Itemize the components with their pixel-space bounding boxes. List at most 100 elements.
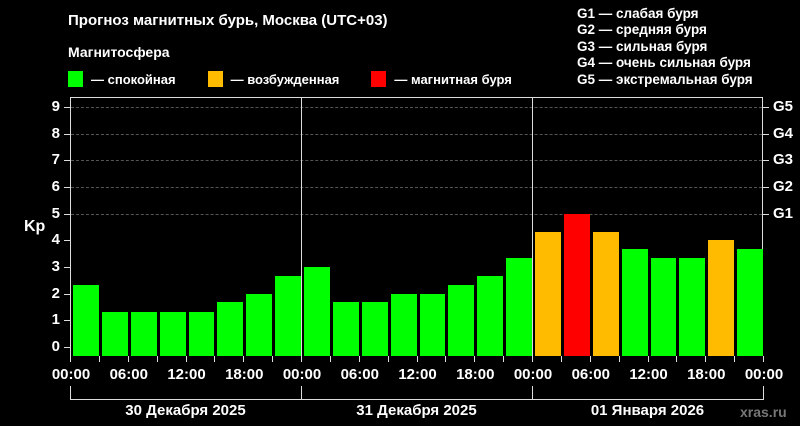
date-label: 31 Декабря 2025 [356, 402, 477, 419]
legend-label: — возбужденная [230, 71, 340, 87]
x-tick [560, 356, 562, 362]
gridline [71, 133, 762, 135]
x-tick-label: 06:00 [109, 366, 148, 383]
g-tick-label: G4 [773, 124, 794, 142]
green-swatch-icon [68, 71, 83, 87]
bar-quiet [419, 293, 446, 356]
legend-label: — спокойная [91, 71, 176, 87]
x-tick [358, 356, 360, 362]
g-tick-label: G2 [773, 178, 794, 195]
gridline [71, 187, 762, 188]
x-tick [763, 356, 764, 362]
bar-quiet [188, 311, 215, 356]
x-tick [98, 356, 100, 362]
x-tick [445, 356, 447, 362]
date-bracket-tick [532, 386, 533, 400]
g-tick [763, 133, 769, 135]
legend-label: — магнитная буря [394, 71, 512, 87]
x-tick [647, 356, 649, 362]
g-tick [763, 187, 769, 188]
bar-quiet [304, 267, 330, 356]
x-tick [705, 356, 707, 362]
bar-active [535, 231, 561, 356]
y-tick-label: 9 [51, 98, 60, 115]
bar-quiet [679, 258, 706, 356]
date-bracket-tick [301, 386, 302, 400]
legend-item-active: — возбужденная [207, 71, 340, 87]
y-tick-label: 2 [51, 284, 60, 302]
g-legend-item: G3 — сильная буря [577, 38, 708, 54]
y-tick-label: 3 [51, 258, 60, 275]
bar-quiet [73, 284, 99, 356]
y-tick-label: 0 [51, 338, 60, 355]
bar-quiet [390, 293, 417, 356]
x-tick-label: 00:00 [51, 366, 91, 383]
y-tick-label: 4 [51, 231, 60, 249]
g-tick [763, 213, 769, 215]
bar-quiet [448, 284, 475, 356]
x-tick-label: 12:00 [629, 366, 668, 383]
x-tick [127, 356, 129, 362]
y-tick [64, 267, 70, 268]
x-tick-label: 12:00 [398, 366, 437, 383]
g-tick-label: G3 [773, 151, 794, 169]
bar-quiet [159, 311, 186, 356]
x-tick [156, 356, 158, 362]
y-tick-label: 7 [51, 151, 60, 169]
x-tick-label: 18:00 [687, 366, 726, 383]
bar-quiet [130, 311, 157, 356]
x-tick-label: 00:00 [744, 366, 784, 383]
chart-title: Прогноз магнитных бурь, Москва (UTC+03) [68, 12, 388, 29]
x-tick [474, 356, 476, 362]
y-tick [64, 160, 70, 162]
x-tick [214, 356, 216, 362]
x-tick [329, 356, 331, 362]
watermark: xras.ru [740, 404, 787, 420]
x-tick [387, 356, 389, 362]
g-legend-item: G4 — очень сильная буря [577, 55, 751, 71]
date-bracket-tick [70, 386, 71, 400]
date-label: 01 Января 2026 [590, 402, 705, 419]
y-tick-label: 8 [51, 124, 60, 142]
bar-quiet [275, 275, 301, 356]
g-legend-item: G1 — слабая буря [577, 6, 699, 21]
g-tick-label: G5 [773, 98, 794, 115]
g-tick [763, 160, 769, 162]
date-label: 30 Декабря 2025 [125, 402, 246, 419]
y-tick [64, 107, 70, 108]
bar-quiet [101, 311, 128, 356]
g-legend-item: G5 — экстремальная буря [577, 71, 753, 87]
g-tick [763, 107, 769, 108]
x-tick-label: 00:00 [513, 366, 553, 383]
y-tick [64, 133, 70, 135]
g-scale-legend: G1 — слабая буря G2 — средняя буря G3 — … [577, 6, 753, 88]
plot-area [70, 97, 763, 356]
bar-quiet [217, 302, 244, 356]
gridline [71, 160, 762, 162]
y-tick-label: 1 [51, 311, 60, 329]
red-swatch-icon [371, 71, 387, 87]
x-tick [589, 356, 591, 362]
bar-quiet [332, 302, 359, 356]
x-tick [185, 356, 187, 362]
date-bracket [70, 386, 764, 400]
x-tick [243, 356, 245, 362]
x-tick [70, 356, 71, 362]
bar-quiet [246, 293, 273, 356]
x-tick-label: 18:00 [456, 366, 495, 383]
gridline [71, 107, 762, 108]
day-divider [301, 98, 302, 356]
g-legend-item: G2 — средняя буря [577, 22, 707, 38]
x-tick [416, 356, 418, 362]
y-tick-label: 5 [51, 204, 60, 222]
date-bracket-tick [763, 386, 764, 400]
x-tick [734, 356, 736, 362]
x-tick [272, 356, 274, 362]
x-tick [618, 356, 620, 362]
y-tick-label: 6 [51, 178, 60, 195]
legend-heading: Магнитосфера [68, 44, 170, 60]
bar-quiet [477, 275, 504, 356]
x-tick-label: 06:00 [571, 366, 610, 383]
y-axis-label: Kp [24, 218, 46, 235]
y-tick [64, 240, 70, 242]
